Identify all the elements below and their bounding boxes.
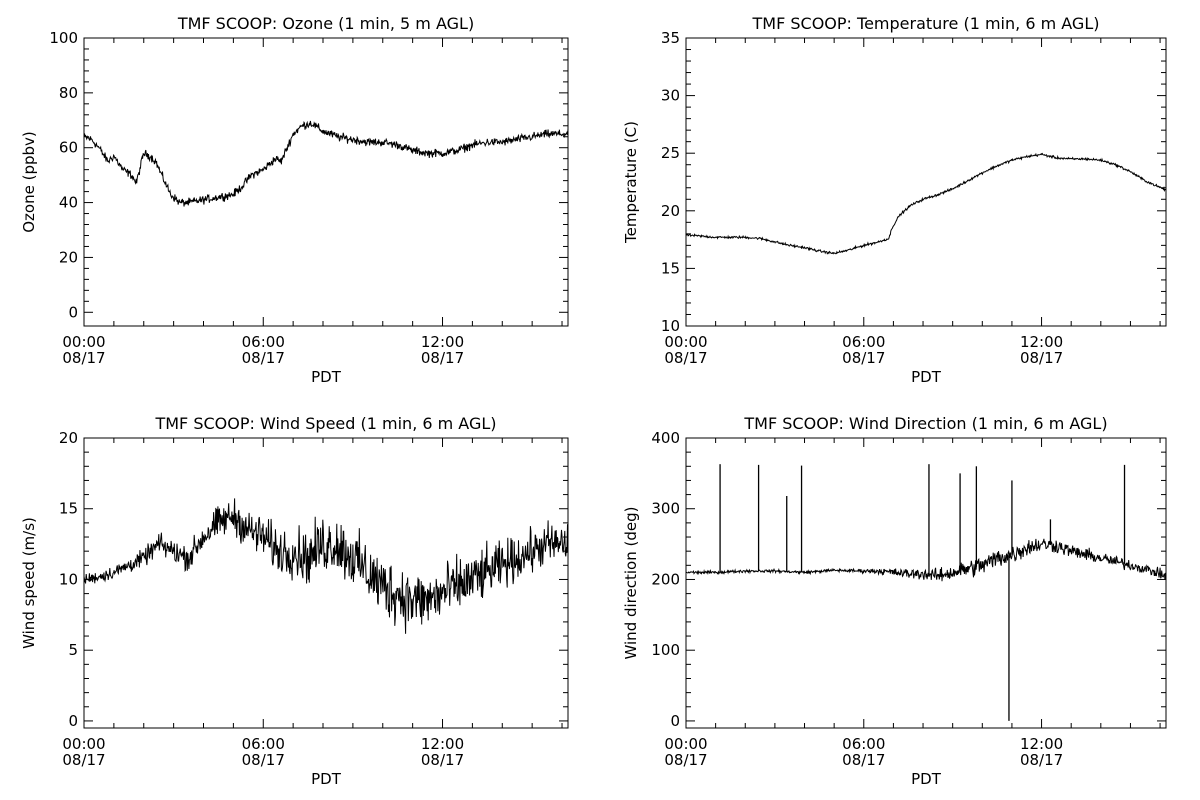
y-tick-label: 10 [661,317,680,335]
series-line [685,152,1167,255]
x-tick-label: 12:00 [1020,735,1063,753]
x-tick-date: 08/17 [421,349,464,367]
y-tick-label: 400 [651,429,680,447]
x-tick-date: 08/17 [62,751,105,769]
plot-frame [83,437,569,729]
x-tick-label: 06:00 [242,333,285,351]
y-tick-label: 60 [59,139,78,157]
y-tick-label: 20 [661,202,680,220]
y-tick-label: 10 [59,570,78,588]
chart-panel-0: TMF SCOOP: Ozone (1 min, 5 m AGL) 0 20 40 60… [20,14,569,386]
chart-title: TMF SCOOP: Wind Speed (1 min, 6 m AGL) [154,414,496,433]
x-tick-date: 08/17 [842,751,885,769]
x-tick-date: 08/17 [842,349,885,367]
plot-frame [685,37,1167,327]
x-tick-label: 06:00 [242,735,285,753]
y-tick-label: 100 [49,29,78,47]
x-tick-label: 00:00 [62,333,105,351]
series-line [685,538,1167,582]
x-tick-label: 06:00 [842,333,885,351]
chart-panel-1: TMF SCOOP: Temperature (1 min, 6 m AGL) 1… [622,14,1167,386]
x-tick-date: 08/17 [664,751,707,769]
chart-panel-2: TMF SCOOP: Wind Speed (1 min, 6 m AGL) 0 5… [20,414,569,788]
y-axis-label: Ozone (ppbv) [20,131,38,233]
series-line [83,498,569,634]
x-tick-date: 08/17 [62,349,105,367]
chart-panel-3: TMF SCOOP: Wind Direction (1 min, 6 m AG… [622,414,1167,788]
y-tick-label: 5 [68,641,78,659]
x-tick-date: 08/17 [1020,751,1063,769]
y-axis-label: Temperature (C) [622,121,640,244]
y-tick-label: 20 [59,248,78,266]
x-tick-date: 08/17 [421,751,464,769]
y-tick-label: 300 [651,500,680,518]
x-tick-date: 08/17 [1020,349,1063,367]
y-tick-label: 15 [661,259,680,277]
x-axis-label: PDT [311,368,342,386]
y-tick-label: 25 [661,144,680,162]
x-tick-label: 12:00 [421,735,464,753]
chart-title: TMF SCOOP: Wind Direction (1 min, 6 m AG… [743,414,1107,433]
y-tick-label: 0 [68,712,78,730]
x-axis-label: PDT [311,770,342,788]
x-tick-date: 08/17 [664,349,707,367]
y-axis-label: Wind speed (m/s) [20,517,38,649]
y-tick-label: 200 [651,570,680,588]
x-tick-label: 00:00 [62,735,105,753]
y-tick-label: 80 [59,84,78,102]
chart-title: TMF SCOOP: Ozone (1 min, 5 m AGL) [177,14,474,33]
y-tick-label: 0 [68,303,78,321]
x-axis-label: PDT [911,368,942,386]
y-tick-label: 30 [661,87,680,105]
x-tick-label: 12:00 [421,333,464,351]
series-line [83,120,569,207]
plot-frame [83,37,569,327]
chart-title: TMF SCOOP: Temperature (1 min, 6 m AGL) [752,14,1100,33]
x-axis-label: PDT [911,770,942,788]
x-tick-label: 06:00 [842,735,885,753]
y-tick-label: 20 [59,429,78,447]
y-tick-label: 15 [59,500,78,518]
x-tick-label: 00:00 [664,333,707,351]
x-tick-label: 00:00 [664,735,707,753]
y-axis-label: Wind direction (deg) [622,507,640,660]
y-tick-label: 0 [670,712,680,730]
x-tick-date: 08/17 [242,751,285,769]
plot-frame [685,437,1167,729]
x-tick-label: 12:00 [1020,333,1063,351]
x-tick-date: 08/17 [242,349,285,367]
y-tick-label: 100 [651,641,680,659]
y-tick-label: 40 [59,194,78,212]
y-tick-label: 35 [661,29,680,47]
